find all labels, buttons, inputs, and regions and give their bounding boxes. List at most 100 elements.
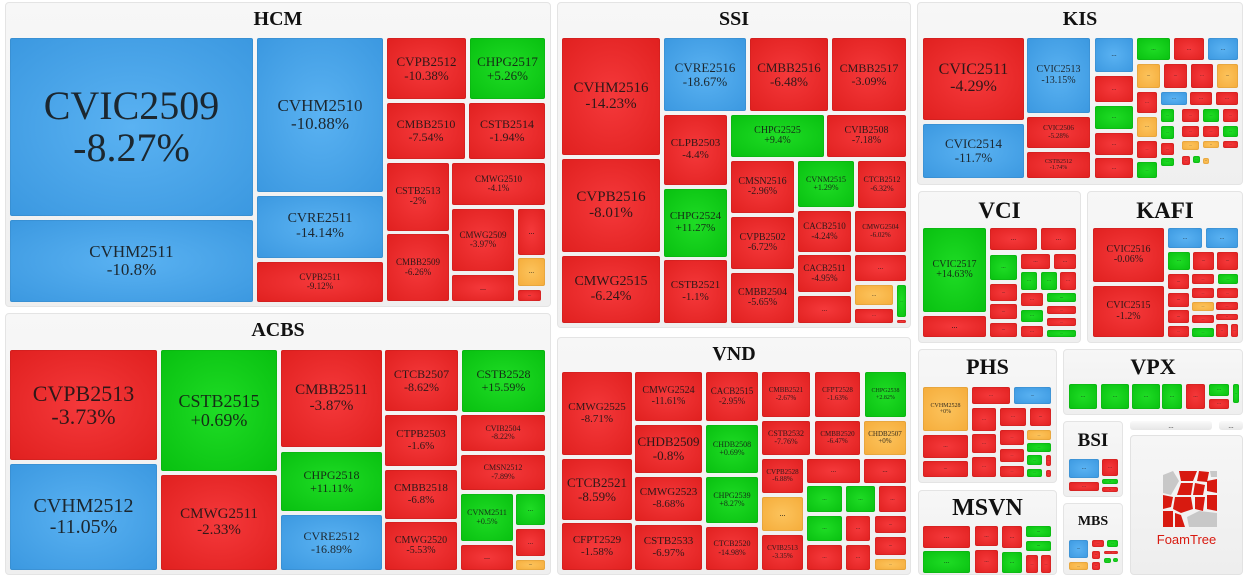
- treemap-cell-collapsed[interactable]: ...: [1104, 551, 1118, 554]
- treemap-cell[interactable]: CSTB2515 +0.69%: [161, 350, 277, 471]
- treemap-cell[interactable]: CVHM2516 -14.23%: [562, 38, 660, 155]
- treemap-cell-collapsed[interactable]: ...: [1027, 455, 1042, 465]
- treemap-cell[interactable]: CACB2510 -4.24%: [798, 211, 851, 252]
- treemap-cell-collapsed[interactable]: ...: [990, 304, 1017, 319]
- treemap-cell-collapsed[interactable]: ...: [923, 461, 968, 477]
- treemap-cell-collapsed[interactable]: ...: [1174, 38, 1204, 60]
- treemap-cell[interactable]: CVIC2511 -4.29%: [923, 38, 1024, 120]
- treemap-cell-collapsed[interactable]: ...: [1161, 126, 1174, 139]
- treemap-cell-collapsed[interactable]: ...: [1217, 64, 1238, 88]
- treemap-cell[interactable]: CVIC2517 +14.63%: [923, 228, 986, 312]
- treemap-cell-collapsed[interactable]: ...: [875, 516, 906, 533]
- treemap-cell-collapsed[interactable]: ...: [1168, 228, 1202, 248]
- treemap-cell-collapsed[interactable]: ...: [1069, 540, 1088, 558]
- treemap-cell-collapsed[interactable]: ...: [1137, 64, 1160, 88]
- treemap-cell[interactable]: CMWG2520 -5.53%: [385, 522, 457, 570]
- treemap-cell-collapsed[interactable]: ...: [1137, 117, 1157, 137]
- treemap-cell[interactable]: CVRE2511 -14.14%: [257, 196, 383, 258]
- treemap-cell-collapsed[interactable]: ...: [1223, 109, 1238, 122]
- treemap-cell-collapsed[interactable]: ...: [1002, 552, 1022, 573]
- treemap-cell-collapsed[interactable]: ...: [1161, 109, 1174, 122]
- treemap-cell-collapsed[interactable]: ...: [1132, 384, 1160, 409]
- treemap-cell-collapsed[interactable]: ...: [846, 486, 875, 512]
- treemap-cell[interactable]: CVPB2528 -6.88%: [762, 459, 803, 493]
- treemap-cell-collapsed[interactable]: ...: [1206, 228, 1238, 248]
- treemap-cell-collapsed[interactable]: ...: [875, 559, 906, 570]
- treemap-cell-collapsed[interactable]: ...: [879, 486, 906, 512]
- treemap-cell-collapsed[interactable]: ...: [1095, 133, 1133, 155]
- treemap-cell[interactable]: CVNM2511 +0.5%: [461, 494, 513, 541]
- treemap-cell-collapsed[interactable]: ...: [1203, 141, 1219, 148]
- treemap-cell[interactable]: CVPB2511 -9.12%: [257, 262, 383, 302]
- treemap-cell-collapsed[interactable]: ...: [1026, 541, 1051, 551]
- treemap-cell[interactable]: CHPG2525 +9.4%: [731, 115, 824, 157]
- treemap-cell[interactable]: CVNM2515 +1.29%: [798, 161, 854, 207]
- treemap-cell[interactable]: CMWG2515 -6.24%: [562, 256, 660, 323]
- treemap-cell-collapsed[interactable]: ...: [1217, 252, 1238, 270]
- treemap-cell-collapsed[interactable]: ...: [1069, 562, 1088, 570]
- treemap-cell-collapsed[interactable]: ...: [1000, 430, 1024, 445]
- treemap-cell-collapsed[interactable]: ...: [972, 457, 996, 477]
- treemap-cell-collapsed[interactable]: ...: [1046, 470, 1051, 477]
- treemap-cell[interactable]: CLPB2503 -4.4%: [664, 115, 727, 185]
- treemap-cell-collapsed[interactable]: ...: [1137, 92, 1157, 113]
- treemap-cell-collapsed[interactable]: ...: [807, 486, 842, 512]
- treemap-cell-collapsed[interactable]: ...: [1095, 158, 1133, 178]
- treemap-cell[interactable]: CTCB2512 -6.32%: [858, 161, 906, 208]
- treemap-cell-collapsed[interactable]: ...: [516, 494, 545, 525]
- treemap-cell-collapsed[interactable]: ...: [1047, 318, 1076, 326]
- treemap-cell-collapsed[interactable]: ...: [990, 323, 1017, 337]
- treemap-cell[interactable]: CHPG2524 +11.27%: [664, 189, 727, 257]
- treemap-cell-collapsed[interactable]: ...: [923, 316, 986, 337]
- treemap-cell-collapsed[interactable]: ...: [1021, 254, 1050, 269]
- treemap-cell-collapsed[interactable]: ...: [1233, 384, 1239, 403]
- treemap-cell-collapsed[interactable]: ...: [1192, 315, 1214, 323]
- treemap-cell-collapsed[interactable]: ...: [1209, 399, 1229, 409]
- treemap-cell-collapsed[interactable]: ...: [807, 516, 842, 541]
- treemap-cell-collapsed[interactable]: ...: [1021, 310, 1043, 322]
- treemap-cell[interactable]: CSTB2512 -1.74%: [1027, 152, 1090, 178]
- treemap-cell[interactable]: CVPB2516 -8.01%: [562, 159, 660, 252]
- treemap-cell-collapsed[interactable]: ...: [897, 285, 906, 317]
- treemap-cell[interactable]: CMBB2521 -2.67%: [762, 372, 810, 417]
- treemap-cell-collapsed[interactable]: ...: [923, 526, 970, 548]
- treemap-cell[interactable]: CVHM2511 -10.8%: [10, 220, 253, 302]
- treemap-cell[interactable]: CHDB2508 +0.69%: [706, 425, 758, 473]
- treemap-cell-collapsed[interactable]: ...: [1182, 109, 1199, 122]
- treemap-cell-collapsed[interactable]: ...: [1193, 252, 1214, 270]
- treemap-cell[interactable]: CVIB2504 -8.22%: [461, 415, 545, 451]
- treemap-cell-collapsed[interactable]: ...: [1069, 384, 1097, 409]
- treemap-cell-collapsed[interactable]: ...: [1047, 306, 1076, 314]
- treemap-cell-collapsed[interactable]: ...: [855, 285, 893, 305]
- treemap-cell[interactable]: CVRE2512 -16.89%: [281, 515, 382, 570]
- treemap-cell-collapsed[interactable]: ...: [972, 434, 996, 453]
- treemap-cell[interactable]: CHPG2517 +5.26%: [470, 38, 545, 99]
- treemap-cell-collapsed[interactable]: ...: [1203, 126, 1219, 137]
- treemap-cell[interactable]: CMSN2512 -7.89%: [461, 455, 545, 490]
- treemap-cell-collapsed[interactable]: ...: [855, 255, 906, 281]
- treemap-cell-collapsed[interactable]: ...: [1190, 92, 1212, 105]
- treemap-cell-collapsed[interactable]: ...: [1193, 156, 1200, 163]
- treemap-cell-collapsed[interactable]: ...: [1203, 109, 1219, 122]
- treemap-cell-collapsed[interactable]: ...: [1209, 384, 1229, 396]
- treemap-cell-collapsed[interactable]: ...: [1218, 274, 1238, 284]
- treemap-cell-collapsed[interactable]: ...: [798, 296, 851, 323]
- treemap-cell-collapsed[interactable]: ...: [1021, 326, 1043, 337]
- treemap-cell-collapsed[interactable]: ...: [461, 545, 513, 570]
- treemap-cell-collapsed[interactable]: ...: [990, 284, 1017, 301]
- treemap-cell-collapsed[interactable]: ...: [1231, 324, 1238, 337]
- treemap-cell-collapsed[interactable]: ...: [1041, 228, 1076, 250]
- treemap-cell-collapsed[interactable]: ...: [923, 435, 968, 458]
- treemap-cell-collapsed[interactable]: ...: [1168, 326, 1189, 337]
- treemap-cell-collapsed[interactable]: ...: [1041, 272, 1057, 290]
- treemap-cell[interactable]: CVIC2515 -1.2%: [1093, 286, 1164, 337]
- treemap-cell[interactable]: CVHM2512 -11.05%: [10, 464, 157, 570]
- treemap-cell[interactable]: CMBB2518 -6.8%: [385, 470, 457, 519]
- treemap-cell-collapsed[interactable]: ...: [1021, 293, 1043, 306]
- treemap-cell-collapsed[interactable]: ...: [1161, 158, 1174, 166]
- treemap-cell-collapsed[interactable]: ...: [1203, 158, 1209, 164]
- treemap-cell-collapsed[interactable]: ...: [1014, 387, 1051, 404]
- treemap-cell-collapsed[interactable]: ...: [1162, 384, 1182, 409]
- treemap-cell-collapsed[interactable]: ...: [1137, 141, 1157, 158]
- treemap-cell-collapsed[interactable]: ...: [972, 387, 1010, 404]
